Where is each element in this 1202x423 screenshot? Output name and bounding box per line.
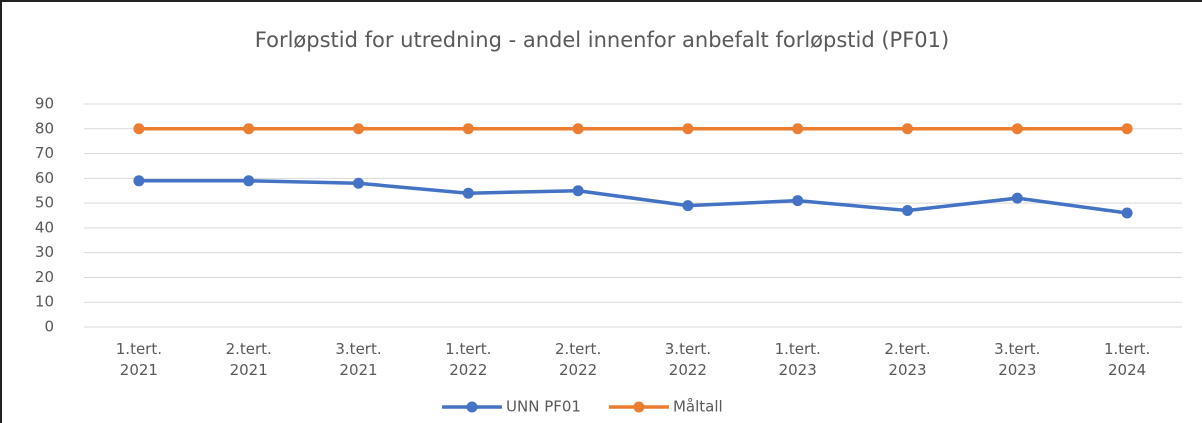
x-tick-label: 2.tert. 2023 [884, 340, 930, 379]
data-point [243, 175, 255, 187]
x-tick-label: 1.tert. 2022 [445, 340, 491, 379]
x-tick-label: 2.tert. 2022 [555, 340, 601, 379]
y-tick-label: 40 [35, 218, 54, 236]
data-point [1121, 207, 1133, 219]
legend-label: UNN PF01 [506, 398, 581, 416]
data-point [682, 123, 694, 135]
x-tick-label: 2.tert. 2021 [226, 340, 272, 379]
data-point [462, 123, 474, 135]
x-tick-label: 3.tert. 2023 [994, 340, 1040, 379]
data-point [1121, 123, 1133, 135]
y-tick-label: 10 [35, 293, 54, 311]
data-point [243, 123, 255, 135]
data-point [1011, 123, 1023, 135]
y-tick-label: 60 [35, 169, 54, 187]
data-point [792, 123, 804, 135]
y-tick-label: 30 [35, 243, 54, 261]
data-point [572, 123, 584, 135]
data-point [353, 123, 364, 135]
y-tick-label: 70 [35, 144, 54, 162]
series-line [138, 179, 1128, 215]
data-point [902, 205, 913, 217]
y-tick-label: 90 [35, 95, 54, 113]
y-tick-label: 0 [44, 318, 54, 336]
legend-item: Måltall [608, 398, 723, 416]
x-tick-label: 1.tert. 2023 [775, 340, 821, 379]
y-tick-label: 50 [35, 194, 54, 212]
data-point [572, 185, 584, 197]
legend-item: UNN PF01 [442, 398, 581, 416]
legend-marker [466, 401, 478, 413]
data-point [353, 177, 364, 189]
legend-marker [633, 401, 645, 413]
data-point [133, 123, 145, 135]
x-tick-label: 1.tert. 2024 [1104, 340, 1150, 379]
data-point [133, 175, 145, 187]
x-tick-label: 1.tert. 2021 [116, 340, 162, 379]
data-point [902, 123, 913, 135]
legend-label: Måltall [673, 398, 723, 416]
x-tick-label: 3.tert. 2022 [665, 340, 711, 379]
chart-title: Forløpstid for utredning - andel innenfo… [254, 28, 950, 52]
data-point [682, 200, 694, 212]
x-tick-label: 3.tert. 2021 [335, 340, 381, 379]
data-point [1011, 192, 1023, 204]
data-point [792, 195, 804, 207]
y-tick-label: 20 [35, 268, 54, 286]
data-point [462, 187, 474, 199]
y-tick-label: 80 [35, 119, 54, 137]
title-box: Forløpstid for utredning - andel innenfo… [2, 26, 1202, 55]
